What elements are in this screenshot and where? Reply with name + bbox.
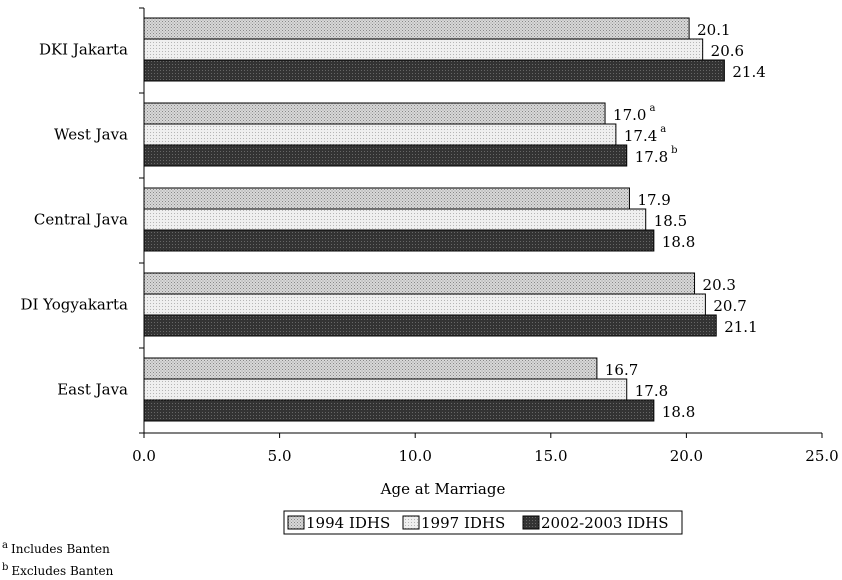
data-label: 17.8 [635, 382, 668, 400]
data-label: 17.4 a [624, 124, 666, 145]
footnote-mark: a [660, 124, 666, 135]
x-tick-label: 0.0 [132, 447, 156, 465]
x-axis-title: Age at Marriage [380, 480, 506, 498]
data-label: 18.5 [654, 212, 687, 230]
legend: 1994 IDHS 1997 IDHS 2002-2003 IDHS [283, 510, 683, 535]
footnote: a Includes Banten [2, 540, 110, 556]
bar-1994-idhs-west-java [143, 102, 606, 125]
bar-1994-idhs-dki-jakarta [143, 17, 690, 40]
legend-label: 1997 IDHS [421, 514, 505, 532]
bar-2002-2003-idhs-east-java [143, 399, 655, 422]
footnote-mark: a [649, 103, 655, 114]
bar-1997-idhs-di-yogyakarta [143, 293, 706, 316]
footnote-text: Excludes Banten [11, 564, 113, 578]
legend-swatch [287, 515, 305, 530]
x-tick-label: 10.0 [398, 447, 431, 465]
data-label: 18.8 [662, 403, 695, 421]
data-label: 20.3 [703, 276, 736, 294]
x-tick-label: 15.0 [534, 447, 567, 465]
x-tick-label: 20.0 [670, 447, 703, 465]
category-label: East Java [57, 381, 128, 399]
data-label: 20.1 [697, 21, 730, 39]
data-label: 21.4 [732, 63, 765, 81]
bar-2002-2003-idhs-west-java [143, 144, 628, 167]
category-label: DKI Jakarta [39, 41, 128, 59]
data-label: 17.8 b [635, 145, 678, 166]
bar-2002-2003-idhs-di-yogyakarta [143, 314, 717, 337]
legend-swatch [522, 515, 540, 530]
data-label: 17.9 [637, 191, 670, 209]
bar-1997-idhs-dki-jakarta [143, 38, 704, 61]
category-label: West Java [54, 126, 128, 144]
footnote-mark: b [2, 562, 8, 573]
footnote: b Excludes Banten [2, 562, 114, 578]
category-label: Central Java [34, 211, 128, 229]
x-tick-label: 5.0 [268, 447, 292, 465]
bar-1997-idhs-west-java [143, 123, 617, 146]
legend-swatch [402, 515, 420, 530]
bar-2002-2003-idhs-central-java [143, 229, 655, 252]
footnote-mark: b [671, 145, 677, 156]
data-label: 18.8 [662, 233, 695, 251]
bar-2002-2003-idhs-dki-jakarta [143, 59, 725, 82]
bar-1994-idhs-east-java [143, 357, 598, 380]
x-tick-label: 25.0 [805, 447, 838, 465]
axes-layer: 0.0 5.0 10.0 15.0 20.0 25.0 [132, 7, 839, 465]
data-label: 17.0 a [613, 103, 655, 124]
bar-1994-idhs-di-yogyakarta [143, 272, 696, 295]
legend-label: 1994 IDHS [306, 514, 390, 532]
bar-1997-idhs-central-java [143, 208, 647, 231]
footnote-mark: a [2, 540, 8, 551]
bar-1994-idhs-central-java [143, 187, 630, 210]
data-label: 21.1 [724, 318, 757, 336]
data-label: 20.7 [713, 297, 746, 315]
category-label: DI Yogyakarta [20, 296, 128, 314]
data-label: 16.7 [605, 361, 638, 379]
legend-label: 2002-2003 IDHS [541, 514, 669, 532]
data-label: 20.6 [711, 42, 744, 60]
legend-box [283, 510, 683, 535]
bar-1997-idhs-east-java [143, 378, 628, 401]
footnote-text: Includes Banten [11, 542, 110, 556]
